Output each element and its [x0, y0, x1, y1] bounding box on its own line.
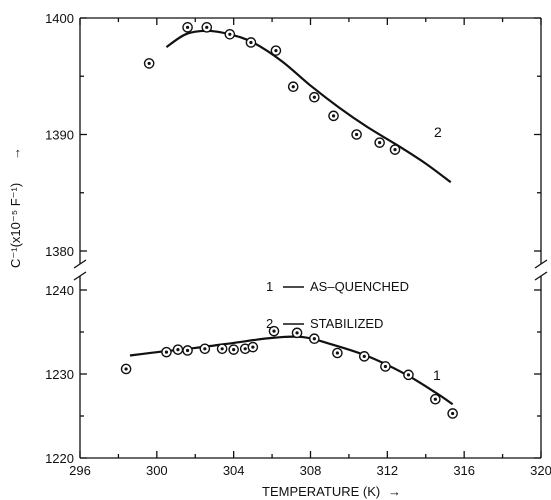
legend: 1 AS–QUENCHED 2 STABILIZED — [266, 279, 409, 331]
axis-break-mark — [534, 259, 548, 269]
data-point-center — [176, 348, 180, 352]
data-point-center — [185, 348, 190, 353]
data-point-center — [312, 95, 316, 99]
data-point-center — [164, 350, 169, 354]
series-1 — [120, 325, 458, 419]
x-axis-title: TEMPERATURE (K) — [262, 484, 380, 499]
series-2 — [143, 22, 452, 184]
x-tick-label: 296 — [69, 463, 91, 478]
data-point-center — [433, 397, 437, 401]
data-point-center — [124, 367, 128, 371]
data-point-center — [205, 25, 209, 29]
data-point-center — [251, 345, 255, 349]
data-point-center — [274, 49, 278, 53]
axis-break-mark — [73, 259, 87, 269]
legend-1-text: AS–QUENCHED — [310, 279, 409, 294]
y-tick-label: 1220 — [45, 451, 74, 466]
data-point-center — [406, 373, 411, 377]
data-point-center — [335, 351, 339, 355]
data-point-center — [295, 331, 299, 335]
y-tick-label: 1390 — [45, 128, 74, 143]
data-point-center — [312, 337, 316, 341]
data-point-center — [355, 132, 359, 137]
data-point-center — [378, 141, 382, 145]
legend-1-id: 1 — [266, 279, 273, 294]
data-point-center — [249, 40, 253, 45]
data-point-center — [331, 114, 336, 118]
data-point-center — [203, 347, 207, 351]
y-axis-title-group: C⁻¹(x10⁻⁵ F⁻¹) → — [8, 147, 23, 268]
ticks: 296 300 304 308 312 316 320 1380 1390 1400 1220 123… — [45, 11, 551, 478]
y-axis-title: C⁻¹(x10⁻⁵ F⁻¹) — [8, 183, 23, 268]
data-point-center — [228, 32, 232, 36]
data-point-center — [383, 364, 388, 369]
data-point-center — [147, 61, 151, 66]
x-tick-label: 300 — [146, 463, 168, 478]
data-point-center — [232, 348, 236, 352]
series-1-curve-label: 1 — [433, 367, 441, 383]
x-tick-label: 312 — [376, 463, 398, 478]
y-tick-label: 1240 — [45, 283, 74, 298]
axes — [73, 17, 548, 459]
y-tick-label: 1400 — [45, 11, 74, 26]
series-layer — [120, 22, 458, 419]
data-point-center — [393, 148, 397, 152]
axis-break-mark — [73, 271, 87, 281]
legend-2-text: STABILIZED — [310, 316, 383, 331]
y-tick-label: 1230 — [45, 367, 74, 382]
x-tick-label: 304 — [223, 463, 245, 478]
axis-break-mark — [534, 271, 548, 281]
data-point-center — [451, 411, 455, 416]
data-point-center — [272, 329, 276, 333]
series-2-curve-label: 2 — [434, 124, 442, 140]
x-tick-label: 320 — [530, 463, 551, 478]
y-axis-arrow: → — [8, 147, 23, 160]
data-point-center — [291, 85, 295, 89]
x-axis-arrow: → — [388, 484, 401, 499]
y-tick-label: 1380 — [45, 244, 74, 259]
series-2-curve — [165, 29, 452, 184]
x-tick-label: 308 — [300, 463, 322, 478]
legend-2-id: 2 — [266, 316, 273, 331]
data-point-center — [220, 347, 224, 351]
x-tick-label: 316 — [453, 463, 475, 478]
data-point-center — [362, 354, 366, 358]
data-point-center — [185, 25, 190, 29]
data-point-center — [243, 347, 247, 351]
